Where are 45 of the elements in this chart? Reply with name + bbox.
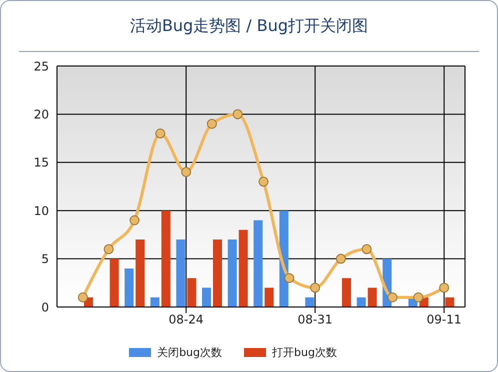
y-tick-label: 15	[34, 156, 49, 170]
bar	[202, 288, 211, 307]
bar	[356, 297, 366, 307]
point	[232, 109, 243, 120]
point	[104, 244, 114, 254]
x-tick-label: 08-31	[298, 312, 333, 327]
point	[258, 176, 268, 187]
point	[310, 282, 320, 293]
y-tick-label: 25	[34, 59, 49, 74]
bar	[124, 268, 134, 307]
bar	[110, 258, 119, 307]
bar	[264, 288, 274, 307]
x-tick-label: 08-24	[168, 312, 204, 327]
legend-label: 关闭bug次数	[157, 345, 222, 360]
bar	[305, 297, 314, 307]
bar	[161, 210, 170, 307]
y-tick-label: 10	[34, 204, 49, 218]
y-tick-label: 5	[41, 252, 49, 266]
bar	[445, 297, 454, 307]
legend-label: 打开bug次数	[272, 345, 337, 360]
point	[155, 128, 166, 138]
bar	[213, 240, 222, 307]
bar	[368, 288, 377, 307]
point	[78, 292, 88, 302]
point	[336, 254, 346, 264]
chart-title: 活动Bug走势图 / Bug打开关闭图	[130, 16, 368, 36]
bar	[176, 240, 186, 307]
point	[181, 167, 192, 178]
point	[284, 273, 294, 284]
bar	[238, 230, 248, 307]
bar	[228, 240, 237, 307]
point	[206, 118, 217, 129]
point	[388, 292, 398, 302]
x-tick-label: 09-11	[426, 312, 462, 327]
bar	[136, 240, 145, 307]
y-tick-label: 0	[41, 300, 49, 314]
bar	[342, 278, 351, 307]
bar	[187, 278, 196, 307]
bar	[254, 220, 263, 307]
point	[413, 292, 424, 302]
point	[362, 244, 372, 254]
point	[130, 215, 140, 226]
y-tick-label: 20	[34, 107, 49, 122]
bar	[150, 297, 160, 307]
point	[439, 282, 450, 293]
